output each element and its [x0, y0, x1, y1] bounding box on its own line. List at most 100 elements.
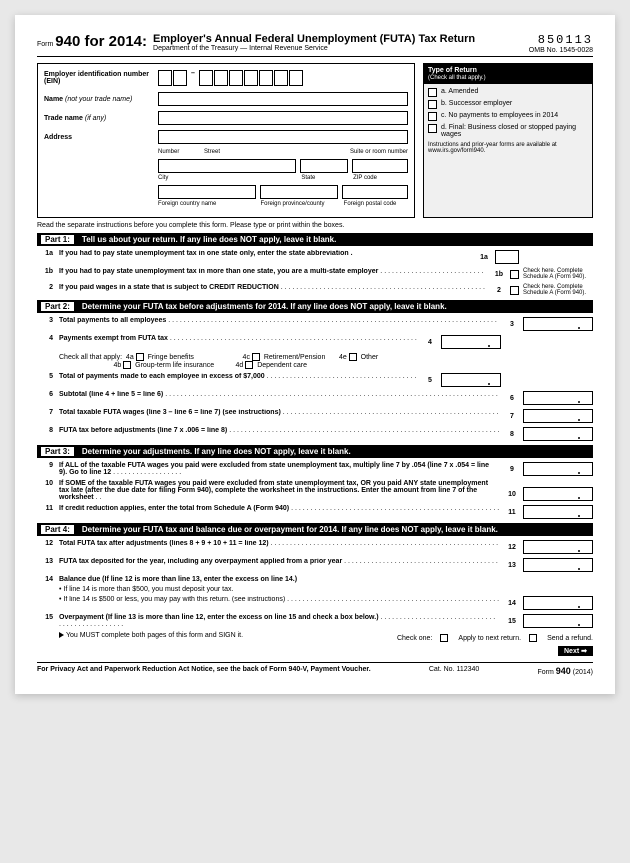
- line-1a-text: If you had to pay state unemployment tax…: [59, 250, 353, 257]
- state-abbrev-input[interactable]: [495, 250, 519, 264]
- line-8-text: FUTA tax before adjustments (line 7 x .0…: [59, 427, 227, 434]
- employer-info-box: Employer identification number (EIN) – N…: [37, 63, 415, 218]
- ein-digit[interactable]: [274, 70, 288, 86]
- part-1-bar: Part 1:Tell us about your return. If any…: [37, 233, 593, 246]
- chk-apply-next[interactable]: [440, 634, 448, 642]
- line-1b-text: If you had to pay state unemployment tax…: [59, 268, 378, 275]
- type-of-return-box: Type of Return (Check all that apply.) a…: [423, 63, 593, 218]
- ein-digit[interactable]: [214, 70, 228, 86]
- chk-amended[interactable]: [428, 88, 437, 97]
- instr-note: Instructions and prior-year forms are av…: [428, 142, 588, 154]
- zip-input[interactable]: [352, 159, 408, 173]
- name-input[interactable]: [158, 92, 408, 106]
- line-10-text: If SOME of the taxable FUTA wages you pa…: [59, 480, 488, 501]
- ein-digit[interactable]: [289, 70, 303, 86]
- chk-4b[interactable]: [123, 361, 131, 369]
- line-3-text: Total payments to all employees: [59, 317, 166, 324]
- opt-a: a. Amended: [441, 88, 478, 95]
- address-input[interactable]: [158, 130, 408, 144]
- sub-state: State: [301, 175, 347, 181]
- amt-10[interactable]: [523, 487, 593, 501]
- ein-digit[interactable]: [158, 70, 172, 86]
- amt-15[interactable]: [523, 614, 593, 628]
- omb-number: OMB No. 1545-0028: [529, 47, 593, 54]
- line-9-text: If ALL of the taxable FUTA wages you pai…: [59, 462, 489, 476]
- chk-4c[interactable]: [252, 353, 260, 361]
- state-input[interactable]: [300, 159, 347, 173]
- opt-d: d. Final: Business closed or stopped pay…: [441, 124, 588, 138]
- ein-digit[interactable]: [259, 70, 273, 86]
- line-11-text: If credit reduction applies, enter the t…: [59, 505, 289, 512]
- chk-4e[interactable]: [349, 353, 357, 361]
- next-button[interactable]: Next ➡: [558, 646, 593, 656]
- amt-13[interactable]: [523, 558, 593, 572]
- line-6-text: Subtotal (line 4 + line 5 = line 6): [59, 391, 163, 398]
- part-3-bar: Part 3:Determine your adjustments. If an…: [37, 445, 593, 458]
- side-1b: Check here. Complete Schedule A (Form 94…: [523, 268, 593, 280]
- ein-digit[interactable]: [229, 70, 243, 86]
- amt-5[interactable]: [441, 373, 501, 387]
- form-id-code: 850113: [529, 33, 593, 47]
- part-2-bar: Part 2:Determine your FUTA tax before ad…: [37, 300, 593, 313]
- line-13-text: FUTA tax deposited for the year, includi…: [59, 558, 342, 565]
- privacy-notice: For Privacy Act and Paperwork Reduction …: [37, 666, 371, 676]
- amt-12[interactable]: [523, 540, 593, 554]
- cat-no: Cat. No. 112340: [429, 666, 479, 676]
- ein-digit[interactable]: [199, 70, 213, 86]
- sub-fprov: Foreign province/county: [260, 201, 337, 207]
- address-label: Address: [44, 134, 154, 141]
- opt-c: c. No payments to employees in 2014: [441, 112, 558, 119]
- line-7-text: Total taxable FUTA wages (line 3 – line …: [59, 409, 281, 416]
- sub-fpostal: Foreign postal code: [344, 201, 408, 207]
- line-14b-text: If line 14 is $500 or less, you may pay …: [63, 596, 285, 603]
- form-940-page: Form 940 for 2014: Employer's Annual Fed…: [15, 15, 615, 694]
- ein-digit[interactable]: [173, 70, 187, 86]
- amt-11[interactable]: [523, 505, 593, 519]
- opt-b: b. Successor employer: [441, 100, 512, 107]
- chk-4a[interactable]: [136, 353, 144, 361]
- type-header: Type of Return (Check all that apply.): [424, 64, 592, 84]
- line-14-text: Balance due (If line 12 is more than lin…: [59, 576, 297, 583]
- ein-label: Employer identification number (EIN): [44, 71, 154, 85]
- line-2-text: If you paid wages in a state that is sub…: [59, 284, 279, 291]
- amt-4[interactable]: [441, 335, 501, 349]
- fpostal-input[interactable]: [342, 185, 408, 199]
- sub-fcountry: Foreign country name: [158, 201, 254, 207]
- amt-3[interactable]: [523, 317, 593, 331]
- trade-input[interactable]: [158, 111, 408, 125]
- city-input[interactable]: [158, 159, 296, 173]
- line-15-text: Overpayment (If line 13 is more than lin…: [59, 614, 379, 621]
- trade-label: Trade name (if any): [44, 115, 154, 122]
- triangle-icon: [59, 632, 64, 638]
- amt-6[interactable]: [523, 391, 593, 405]
- line-5-text: Total of payments made to each employee …: [59, 373, 265, 380]
- must-complete: You MUST complete both pages of this for…: [66, 632, 243, 639]
- chk-2[interactable]: [510, 286, 519, 295]
- part-4-bar: Part 4:Determine your FUTA tax and balan…: [37, 523, 593, 536]
- line-12-text: Total FUTA tax after adjustments (lines …: [59, 540, 269, 547]
- chk-send-refund[interactable]: [529, 634, 537, 642]
- chk-successor[interactable]: [428, 100, 437, 109]
- dept-line: Department of the Treasury — Internal Re…: [153, 45, 475, 52]
- sub-zip: ZIP code: [353, 175, 408, 181]
- fprov-input[interactable]: [260, 185, 339, 199]
- sub-city: City: [158, 175, 295, 181]
- amt-14[interactable]: [523, 596, 593, 610]
- sub-suite: Suite or room number: [318, 149, 408, 155]
- name-label: Name Name (not your trade name)(not your…: [44, 96, 154, 103]
- ein-boxes: –: [158, 70, 303, 86]
- ein-digit[interactable]: [244, 70, 258, 86]
- chk-1b[interactable]: [510, 270, 519, 279]
- amt-7[interactable]: [523, 409, 593, 423]
- amt-8[interactable]: [523, 427, 593, 441]
- sub-number: Number: [158, 149, 198, 155]
- read-separate: Read the separate instructions before yo…: [37, 222, 593, 229]
- chk-final[interactable]: [428, 124, 437, 133]
- page-footer: For Privacy Act and Paperwork Reduction …: [37, 662, 593, 676]
- form-header: Form 940 for 2014: Employer's Annual Fed…: [37, 33, 593, 57]
- top-section: Employer identification number (EIN) – N…: [37, 63, 593, 218]
- chk-nopay[interactable]: [428, 112, 437, 121]
- amt-9[interactable]: [523, 462, 593, 476]
- chk-4d[interactable]: [245, 361, 253, 369]
- fcountry-input[interactable]: [158, 185, 256, 199]
